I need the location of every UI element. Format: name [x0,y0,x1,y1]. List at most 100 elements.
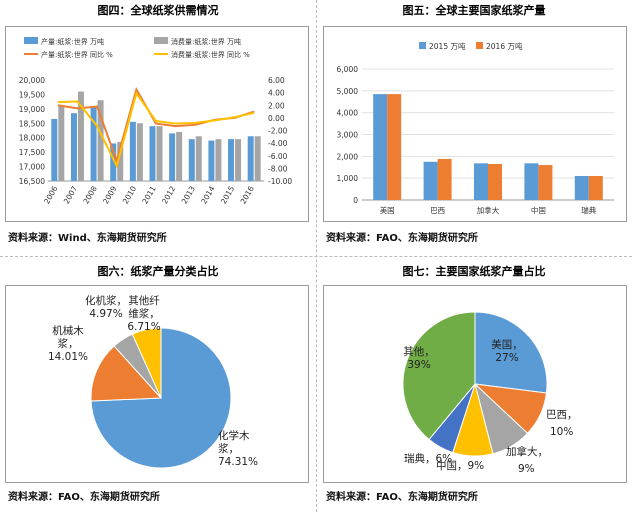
pie-data-label: 浆， [218,442,239,455]
y2-tick-label: 2.00 [268,101,285,110]
pie-data-label: 化学木 [218,429,250,442]
bar-consumption [77,91,84,181]
legend-label: 产量:纸浆:世界 万吨 [41,37,104,46]
chart3-source: 资料来源：FAO、东海期货研究所 [8,492,160,503]
pie-data-label: 瑞典，6% [404,452,452,465]
series-line [57,86,255,165]
chart4-title: 图七：主要国家纸浆产量占比 [402,265,546,278]
y2-tick-label: 4.00 [268,89,285,98]
legend-label: 消费量:纸浆:世界 同比 % [171,50,250,59]
bar-consumption [235,139,242,181]
pie-data-label: 9% [518,463,535,475]
pie-data-label: 14.01% [48,351,88,363]
bar [437,158,452,200]
x-tick-label: 巴西 [430,206,445,215]
y-tick-label: 0 [353,196,358,205]
pie-data-label: 化机浆， [85,294,127,307]
pie-data-label: 中国，9% [436,459,484,472]
legend-label: 消费量:纸浆:世界 万吨 [171,37,241,46]
x-tick-label: 2015 [219,184,236,205]
chart1-frame [5,26,309,222]
series-line [57,90,255,169]
y-tick-label: 19,000 [19,105,45,114]
bar-production [169,133,176,181]
pie-data-label: 27% [495,352,518,364]
slice-mechanical-pulp [90,345,163,402]
bar [524,163,539,200]
bar [373,94,388,200]
bar-consumption [195,136,202,181]
y2-tick-label: -8.00 [268,164,288,173]
pie-data-label: 机械木 [52,324,84,337]
bar [588,175,603,200]
chart4-frame [323,285,627,483]
chart4-source: 资料来源：FAO、东海期货研究所 [326,492,478,503]
y-tick-label: 18,500 [19,119,45,128]
x-tick-label: 2013 [180,184,197,205]
y-tick-label: 3,000 [337,131,359,140]
country-share-pie: 美国，27% 巴西， 10%加拿大， 9% 中国，9%瑞典，6% 其他，39% [402,311,578,475]
chart2-source: 资料来源：FAO、东海期货研究所 [326,233,478,244]
legend-swatch [419,42,426,49]
x-tick-label: 2008 [81,184,98,205]
y2-tick-label: 6.00 [268,76,285,85]
slice-usa [474,311,548,394]
x-tick-label: 2014 [199,184,216,205]
pie-data-label: 巴西， [546,409,578,421]
bar-production [149,126,156,181]
bar-consumption [254,136,261,181]
bar-consumption [156,126,163,181]
x-tick-label: 2010 [121,184,138,205]
y-tick-label: 19,500 [19,90,45,99]
x-tick-label: 中国 [531,205,546,215]
bar-consumption [176,131,183,181]
bar-consumption [97,100,104,181]
x-tick-label: 美国 [380,205,395,215]
bar [474,163,488,200]
pie-data-label: 其他， [403,345,435,358]
pulp-type-share-pie: 化学木浆，74.31%机械木浆，14.01%化机浆，4.97%其他纤维浆，6.7… [48,294,258,469]
bar-consumption [58,105,65,181]
x-tick-label: 2011 [140,184,157,205]
bar-production [110,143,117,181]
bar-production [188,139,195,181]
x-tick-label: 2007 [62,184,79,205]
x-tick-label: 2009 [101,184,118,205]
y-tick-label: 18,000 [19,134,45,143]
pie-data-label: 其他纤 [128,294,160,307]
pie-data-label: 维浆， [128,307,160,320]
y-tick-label: 17,500 [19,148,45,157]
chart2-title: 图五：全球主要国家纸浆产量 [402,4,546,17]
legend-swatch [154,37,168,44]
legend-label: 产量:纸浆:世界 同比 % [41,50,113,59]
pie-data-label: 4.97% [89,308,122,320]
bar [488,163,502,200]
bar-consumption [136,123,143,181]
bar [538,165,553,200]
x-tick-label: 2016 [239,184,256,205]
y-tick-label: 20,000 [19,76,45,85]
chart2-frame [323,26,627,222]
x-tick-label: 瑞典 [581,205,596,215]
bar-production [129,121,136,181]
y-tick-label: 5,000 [337,87,359,96]
bar-production [247,136,254,181]
chart3-frame [5,285,309,483]
pie-data-label: 39% [407,359,430,371]
legend-swatch [24,37,38,44]
chart1-source: 资料来源：Wind、东海期货研究所 [8,233,167,244]
bar [387,94,402,200]
legend-swatch [476,42,483,49]
pie-data-label: 浆， [58,337,79,350]
y2-tick-label: -6.00 [268,152,288,161]
bar-production [90,105,97,181]
horizontal-divider [0,256,632,257]
bar-production [208,140,215,181]
legend-label: 2015 万吨 [429,41,466,51]
bar-consumption [215,139,222,181]
chart3-title: 图六：纸浆产量分类占比 [97,265,219,278]
pie-data-label: 74.31% [218,456,258,468]
y2-tick-label: -10.00 [268,177,292,186]
y2-tick-label: 0.00 [268,114,285,123]
